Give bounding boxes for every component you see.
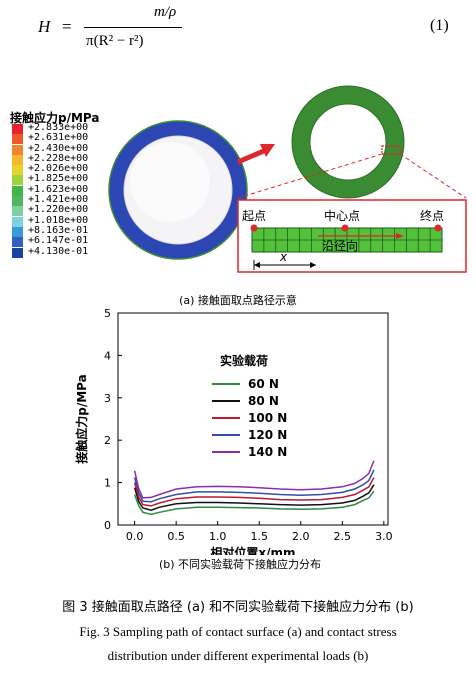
start-point-label: 起点 (242, 209, 266, 223)
legend-series-label: 100 N (248, 411, 287, 425)
end-point-marker (434, 224, 442, 232)
radial-direction-label: 沿径向 (322, 238, 358, 253)
legend-label: +2.631e+00 (28, 132, 89, 144)
legend-swatch (12, 134, 23, 145)
y-tick-label: 5 (104, 307, 111, 320)
equation-numerator: m/ρ (154, 4, 177, 20)
legend-swatch (12, 144, 23, 155)
x-axis-label: 相对位置x/mm (210, 545, 295, 555)
caption-a: (a) 接触面取点路径示意 (179, 294, 297, 307)
legend-swatch (12, 237, 23, 248)
red-arrow-icon (237, 144, 275, 165)
contact-surface-diagram: 起点 中心点 终点 沿径向 x (108, 85, 467, 273)
green-mesh-ring (292, 86, 404, 198)
y-tick-label: 1 (104, 477, 111, 490)
x-tick-label: 1.5 (250, 530, 268, 543)
x-tick-label: 1.0 (209, 530, 227, 543)
legend-label: +8.163e-01 (28, 224, 89, 236)
figure-title-en-line1: Fig. 3 Sampling path of contact surface … (79, 624, 397, 639)
legend-series-label: 80 N (248, 394, 279, 408)
figure-title-en-line2: distribution under different experimenta… (107, 648, 369, 663)
equation-number: (1) (430, 17, 449, 34)
x-tick-label: 0.5 (167, 530, 185, 543)
y-axis-label: 接触应力p/MPa (74, 374, 89, 464)
legend-swatch (12, 247, 23, 258)
sampling-region-marker (381, 145, 401, 155)
center-point-label: 中心点 (324, 208, 360, 223)
contact-stress-chart: 0.0 0.5 1.0 1.5 2.0 2.5 3.0 0 1 2 3 4 5 接触应力p/MPa 相对… (74, 307, 393, 555)
end-point-label: 终点 (420, 208, 444, 223)
x-tick-label: 2.5 (334, 530, 352, 543)
equation-denominator: π(R² − r²) (86, 33, 144, 49)
legend-label: +2.026e+00 (28, 163, 89, 175)
legend-label: +4.130e-01 (28, 245, 89, 257)
x-tick-label: 2.0 (292, 530, 310, 543)
legend-swatch (12, 175, 23, 186)
legend-series-label: 140 N (248, 445, 287, 459)
legend-swatch (12, 216, 23, 227)
figure-title-zh: 图 3 接触面取点路径 (a) 和不同实验载荷下接触应力分布 (b) (62, 600, 414, 615)
y-tick-label: 2 (104, 434, 111, 447)
series-line-140n (133, 460, 375, 499)
legend-label: +1.421e+00 (28, 194, 89, 206)
y-tick-label: 0 (104, 519, 111, 532)
legend-swatch (12, 206, 23, 217)
equation-lhs: H (38, 17, 51, 36)
legend-label: +2.430e+00 (28, 142, 89, 154)
series-line-120n (133, 469, 375, 503)
start-point-marker (250, 224, 258, 232)
legend-swatch (12, 196, 23, 207)
legend-label: +1.825e+00 (28, 173, 89, 185)
legend-label: +2.228e+00 (28, 152, 89, 164)
legend-swatch (12, 185, 23, 196)
y-tick-label: 4 (104, 349, 111, 362)
legend-series-label: 120 N (248, 428, 287, 442)
legend-swatch (12, 124, 23, 134)
series-line-80n (133, 484, 375, 511)
legend-label: +1.220e+00 (28, 204, 89, 216)
x-tick-label: 0.0 (126, 530, 144, 543)
series-line-60n (133, 490, 375, 516)
fraction-bar (84, 27, 182, 28)
caption-b: (b) 不同实验载荷下接触应力分布 (158, 558, 322, 571)
legend-swatch (12, 226, 23, 237)
x-tick-label: 3.0 (375, 530, 393, 543)
legend-swatch (12, 165, 23, 176)
legend-label: +1.018e+00 (28, 214, 89, 226)
legend-title: 接触应力p/MPa (10, 111, 100, 125)
legend-label: +6.147e-01 (28, 235, 89, 247)
plot-frame (117, 312, 389, 526)
series-line-100n (133, 477, 375, 507)
equation-equals: = (62, 17, 72, 36)
legend-label: +1.623e+00 (28, 183, 89, 195)
center-point-marker (341, 224, 349, 232)
legend-swatch (12, 154, 23, 165)
legend-series-label: 60 N (248, 377, 279, 391)
distance-x-label: x (279, 250, 288, 264)
y-tick-label: 3 (104, 392, 111, 405)
legend-label: +2.833e+00 (28, 122, 89, 133)
chart-legend-title: 实验载荷 (220, 353, 268, 368)
